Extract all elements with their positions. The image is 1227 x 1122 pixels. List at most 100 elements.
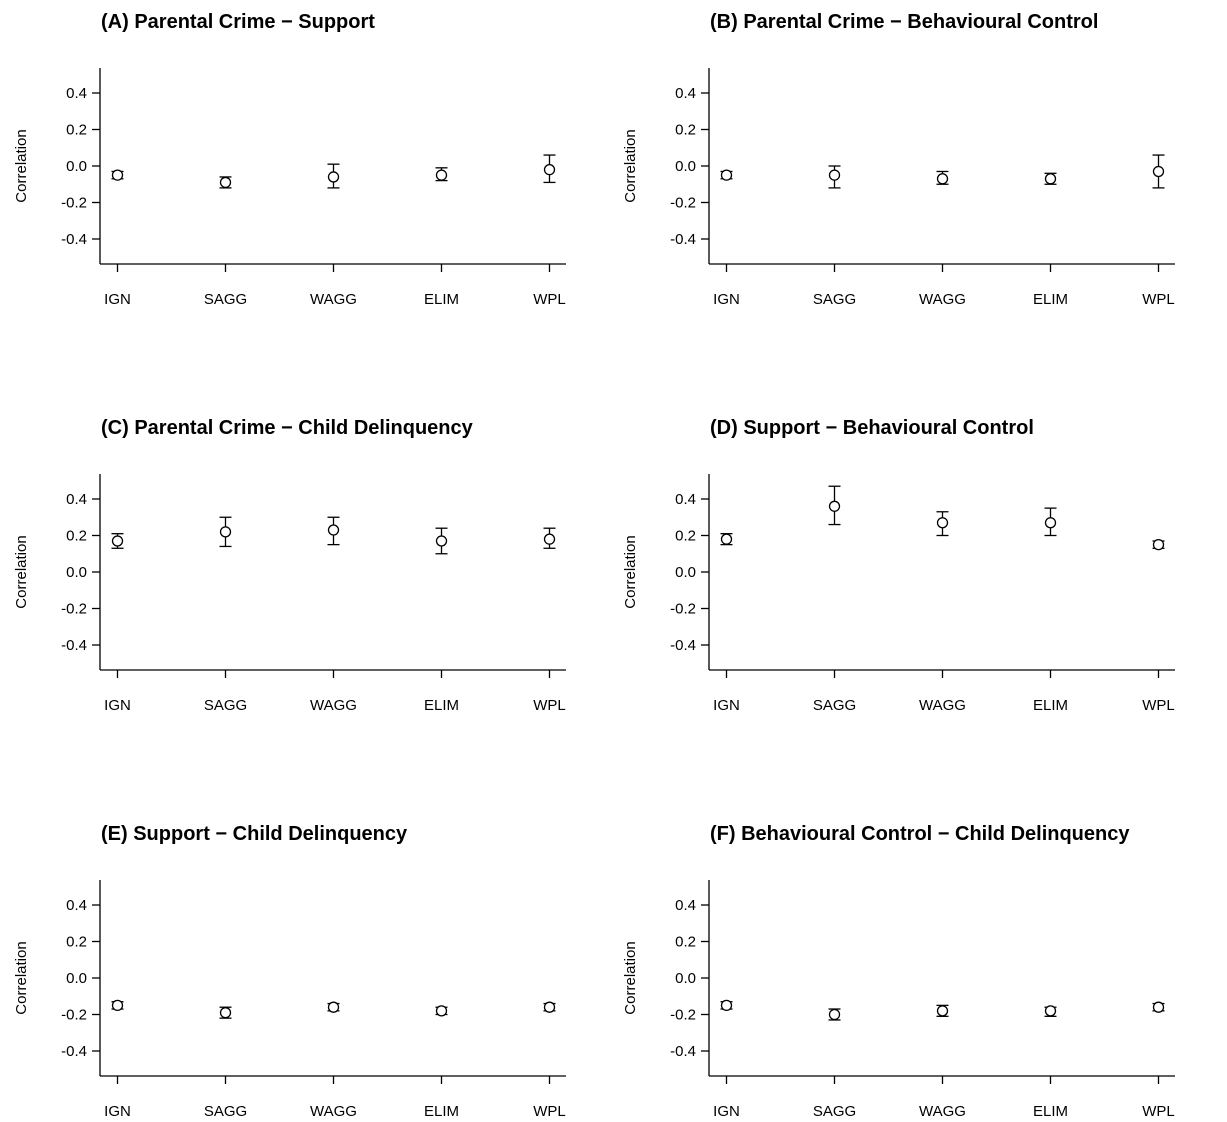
- point-wpl: [1152, 1001, 1165, 1013]
- panel-c: (C) Parental Crime − Child Delinquency Co…: [13, 417, 566, 714]
- y-tick-label: 0.2: [66, 528, 87, 545]
- y-tick-label: -0.2: [670, 601, 696, 618]
- point-elim: [435, 535, 448, 547]
- x-tick-label: SAGG: [204, 697, 247, 714]
- x-tick-label: IGN: [713, 291, 740, 308]
- point-elim: [435, 169, 448, 181]
- point-wagg: [936, 1005, 949, 1017]
- x-tick-label: SAGG: [813, 1103, 856, 1120]
- y-tick-label: 0.0: [66, 970, 87, 987]
- y-tick-label: -0.2: [61, 1007, 87, 1024]
- point-sagg: [828, 1008, 841, 1021]
- y-tick-label: -0.4: [670, 1043, 696, 1060]
- y-tick-label: -0.2: [61, 601, 87, 618]
- x-tick-label: IGN: [104, 697, 131, 714]
- y-tick-label: -0.4: [61, 231, 87, 248]
- x-tick-label: SAGG: [204, 291, 247, 308]
- point-wpl: [1152, 165, 1165, 178]
- x-tick-label: IGN: [713, 1103, 740, 1120]
- point-elim: [1044, 1005, 1057, 1017]
- point-wagg: [327, 524, 340, 536]
- y-tick-label: 0.0: [66, 564, 87, 581]
- panel-e: (E) Support − Child Delinquency Correlati…: [13, 823, 566, 1120]
- x-tick-label: WPL: [533, 291, 566, 308]
- point-wagg: [327, 171, 340, 183]
- point-sagg: [828, 500, 841, 512]
- point-sagg: [219, 1007, 232, 1019]
- point-sagg: [828, 169, 841, 181]
- x-tick-label: WAGG: [919, 697, 966, 714]
- point-sagg: [219, 176, 232, 189]
- y-tick-label: 0.4: [675, 85, 696, 102]
- panel-d: (D) Support − Behavioural Control Correla…: [622, 417, 1175, 714]
- panel-title: (C) Parental Crime − Child Delinquency: [101, 417, 474, 439]
- x-tick-label: ELIM: [424, 697, 459, 714]
- y-tick-label: -0.4: [670, 637, 696, 654]
- x-tick-label: ELIM: [424, 291, 459, 308]
- panel-title: (B) Parental Crime − Behavioural Control: [710, 11, 1098, 33]
- y-tick-label: 0.0: [675, 970, 696, 987]
- y-tick-label: 0.2: [675, 934, 696, 951]
- point-ign: [111, 169, 124, 181]
- point-elim: [1044, 173, 1057, 185]
- x-tick-label: SAGG: [813, 291, 856, 308]
- point-wpl: [543, 533, 556, 545]
- x-tick-label: ELIM: [1033, 697, 1068, 714]
- point-ign: [720, 533, 733, 545]
- y-tick-label: 0.4: [675, 897, 696, 914]
- x-tick-label: ELIM: [424, 1103, 459, 1120]
- panel-title: (A) Parental Crime − Support: [101, 11, 375, 33]
- y-axis-label: Correlation: [13, 129, 30, 202]
- point-wagg: [936, 173, 949, 185]
- y-tick-label: 0.0: [675, 158, 696, 175]
- y-tick-label: 0.4: [675, 491, 696, 508]
- point-wpl: [543, 1001, 556, 1013]
- y-tick-label: 0.2: [66, 934, 87, 951]
- panel-a: (A) Parental Crime − Support Correlation 0…: [13, 11, 566, 308]
- point-wpl: [1152, 538, 1165, 551]
- point-ign: [720, 999, 733, 1012]
- y-axis-label: Correlation: [622, 129, 639, 202]
- x-tick-label: IGN: [104, 1103, 131, 1120]
- y-tick-label: 0.2: [675, 528, 696, 545]
- point-elim: [1044, 517, 1057, 529]
- point-sagg: [219, 526, 232, 538]
- y-tick-label: -0.4: [670, 231, 696, 248]
- y-tick-label: -0.4: [61, 1043, 87, 1060]
- x-tick-label: WPL: [1142, 291, 1175, 308]
- point-wagg: [327, 1001, 340, 1013]
- x-tick-label: WPL: [533, 697, 566, 714]
- y-tick-label: 0.4: [66, 897, 87, 914]
- x-tick-label: IGN: [713, 697, 740, 714]
- y-tick-label: 0.4: [66, 491, 87, 508]
- y-tick-label: 0.2: [675, 122, 696, 139]
- x-tick-label: WPL: [533, 1103, 566, 1120]
- point-ign: [111, 999, 124, 1012]
- y-axis-label: Correlation: [13, 535, 30, 608]
- y-tick-label: 0.2: [66, 122, 87, 139]
- y-axis-label: Correlation: [622, 941, 639, 1014]
- point-ign: [720, 169, 733, 181]
- panel-title: (D) Support − Behavioural Control: [710, 417, 1034, 439]
- y-tick-label: 0.4: [66, 85, 87, 102]
- panel-b: (B) Parental Crime − Behavioural Control…: [622, 11, 1175, 308]
- x-tick-label: SAGG: [204, 1103, 247, 1120]
- y-tick-label: -0.4: [61, 637, 87, 654]
- y-tick-label: 0.0: [675, 564, 696, 581]
- y-tick-label: 0.0: [66, 158, 87, 175]
- x-tick-label: WAGG: [919, 291, 966, 308]
- x-tick-label: WAGG: [919, 1103, 966, 1120]
- panel-title: (E) Support − Child Delinquency: [101, 823, 408, 845]
- y-tick-label: -0.2: [670, 1007, 696, 1024]
- y-axis-label: Correlation: [13, 941, 30, 1014]
- x-tick-label: SAGG: [813, 697, 856, 714]
- x-tick-label: WAGG: [310, 291, 357, 308]
- point-wpl: [543, 163, 556, 176]
- panel-f: (F) Behavioural Control − Child Delinque…: [622, 823, 1175, 1120]
- x-tick-label: WAGG: [310, 1103, 357, 1120]
- y-axis-label: Correlation: [622, 535, 639, 608]
- x-tick-label: ELIM: [1033, 291, 1068, 308]
- y-tick-label: -0.2: [61, 195, 87, 212]
- point-elim: [435, 1005, 448, 1017]
- x-tick-label: ELIM: [1033, 1103, 1068, 1120]
